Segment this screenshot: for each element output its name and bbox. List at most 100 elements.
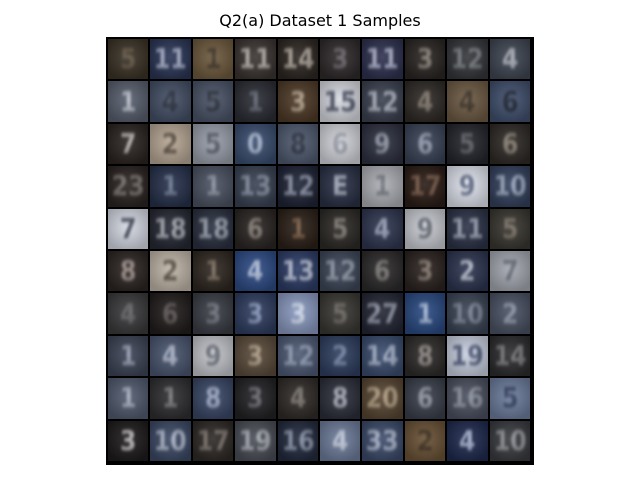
- sample-shading: [192, 335, 234, 377]
- sample-digit-blur: 4: [153, 336, 187, 376]
- sample-digit-blur: 8: [111, 251, 145, 291]
- sample-shading: [404, 293, 446, 334]
- sample-tile: 5: [108, 39, 149, 80]
- sample-shading: [362, 123, 403, 165]
- sample-shading: [108, 166, 149, 207]
- sample-digit-blur: 3: [281, 293, 315, 333]
- sample-tile: 5: [192, 81, 234, 122]
- sample-digit-blur: 11: [153, 39, 187, 79]
- sample-tile: 6: [235, 208, 276, 249]
- sample-digit-blur: 5: [493, 378, 527, 418]
- sample-tile: 1: [404, 293, 446, 334]
- sample-shading: [319, 378, 361, 419]
- sample-digit-blur: 14: [493, 336, 527, 376]
- sample-digit-blur: 10: [493, 166, 527, 206]
- sample-digit-blur: 19: [238, 421, 272, 461]
- sample-tile: 14: [362, 335, 403, 377]
- sample-tile: 1: [192, 166, 234, 207]
- sample-shading: [319, 293, 361, 334]
- sample-digit-blur: 1: [365, 166, 399, 206]
- sample-tile: 12: [362, 81, 403, 122]
- sample-tile: 4: [447, 420, 488, 461]
- sample-digit-blur: 7: [493, 251, 527, 291]
- sample-shading: [404, 39, 446, 80]
- sample-shading: [362, 166, 403, 207]
- sample-tile: 5: [319, 208, 361, 249]
- sample-shading: [362, 378, 403, 419]
- sample-digit-blur: 6: [493, 81, 527, 121]
- sample-shading: [108, 208, 149, 249]
- sample-shading: [277, 39, 318, 80]
- sample-shading: [192, 39, 234, 80]
- sample-shading: [235, 208, 276, 249]
- sample-shading: [150, 335, 191, 377]
- sample-tile: E: [319, 166, 361, 207]
- sample-digit-blur: 5: [450, 124, 484, 164]
- sample-digit-blur: 19: [450, 336, 484, 376]
- sample-shading: [447, 335, 488, 377]
- sample-shading: [447, 81, 488, 122]
- sample-shading: [108, 39, 149, 80]
- sample-tile: 18: [150, 208, 191, 249]
- sample-shading: [489, 123, 530, 165]
- sample-digit-blur: 23: [111, 166, 145, 206]
- sample-digit-blur: 2: [153, 124, 187, 164]
- sample-shading: [108, 378, 149, 419]
- sample-digit-blur: 1: [238, 81, 272, 121]
- sample-digit-blur: 4: [450, 421, 484, 461]
- sample-tile: 6: [150, 293, 191, 334]
- sample-digit-blur: 0: [238, 124, 272, 164]
- sample-tile: 3: [192, 293, 234, 334]
- sample-tile: 7: [108, 123, 149, 165]
- sample-shading: [108, 123, 149, 165]
- sample-tile: 1: [108, 81, 149, 122]
- sample-digit-blur: 3: [111, 421, 145, 461]
- sample-shading: [277, 123, 318, 165]
- sample-tile: 10: [489, 166, 530, 207]
- sample-tile: 4: [150, 335, 191, 377]
- sample-shading: [108, 335, 149, 377]
- sample-digit-blur: 11: [238, 39, 272, 79]
- sample-shading: [277, 335, 318, 377]
- sample-digit-blur: 10: [153, 421, 187, 461]
- sample-tile: 12: [319, 250, 361, 292]
- sample-shading: [192, 293, 234, 334]
- sample-digit-blur: 6: [238, 209, 272, 249]
- sample-tile: 4: [235, 250, 276, 292]
- sample-digit-blur: 12: [281, 166, 315, 206]
- sample-digit-blur: 6: [153, 293, 187, 333]
- sample-shading: [489, 39, 530, 80]
- sample-tile: 12: [277, 335, 318, 377]
- sample-shading: [108, 81, 149, 122]
- sample-shading: [404, 81, 446, 122]
- sample-tile: 12: [447, 39, 488, 80]
- sample-digit-blur: 1: [196, 39, 230, 79]
- sample-tile: 6: [489, 81, 530, 122]
- sample-tile: 4: [277, 378, 318, 419]
- sample-tile: 16: [277, 420, 318, 461]
- sample-tile: 1: [277, 208, 318, 249]
- sample-digit-blur: 1: [111, 378, 145, 418]
- sample-tile: 3: [319, 39, 361, 80]
- sample-shading: [192, 250, 234, 292]
- sample-digit-blur: 1: [281, 209, 315, 249]
- sample-digit-blur: 12: [450, 39, 484, 79]
- sample-tile: 4: [489, 39, 530, 80]
- sample-tile: 3: [277, 293, 318, 334]
- sample-tile: 3: [108, 420, 149, 461]
- sample-digit-blur: 13: [281, 251, 315, 291]
- sample-digit-blur: 12: [365, 81, 399, 121]
- sample-digit-blur: 1: [153, 378, 187, 418]
- sample-digit-blur: 1: [153, 166, 187, 206]
- sample-tile: 5: [447, 123, 488, 165]
- sample-digit-blur: 2: [408, 421, 442, 461]
- sample-tile: 4: [404, 81, 446, 122]
- sample-tile: 10: [150, 420, 191, 461]
- sample-digit-blur: 3: [238, 293, 272, 333]
- sample-shading: [235, 250, 276, 292]
- sample-digit-blur: 20: [365, 378, 399, 418]
- sample-shading: [108, 420, 149, 461]
- sample-shading: [235, 293, 276, 334]
- sample-digit-blur: 4: [365, 209, 399, 249]
- sample-digit-blur: 4: [238, 251, 272, 291]
